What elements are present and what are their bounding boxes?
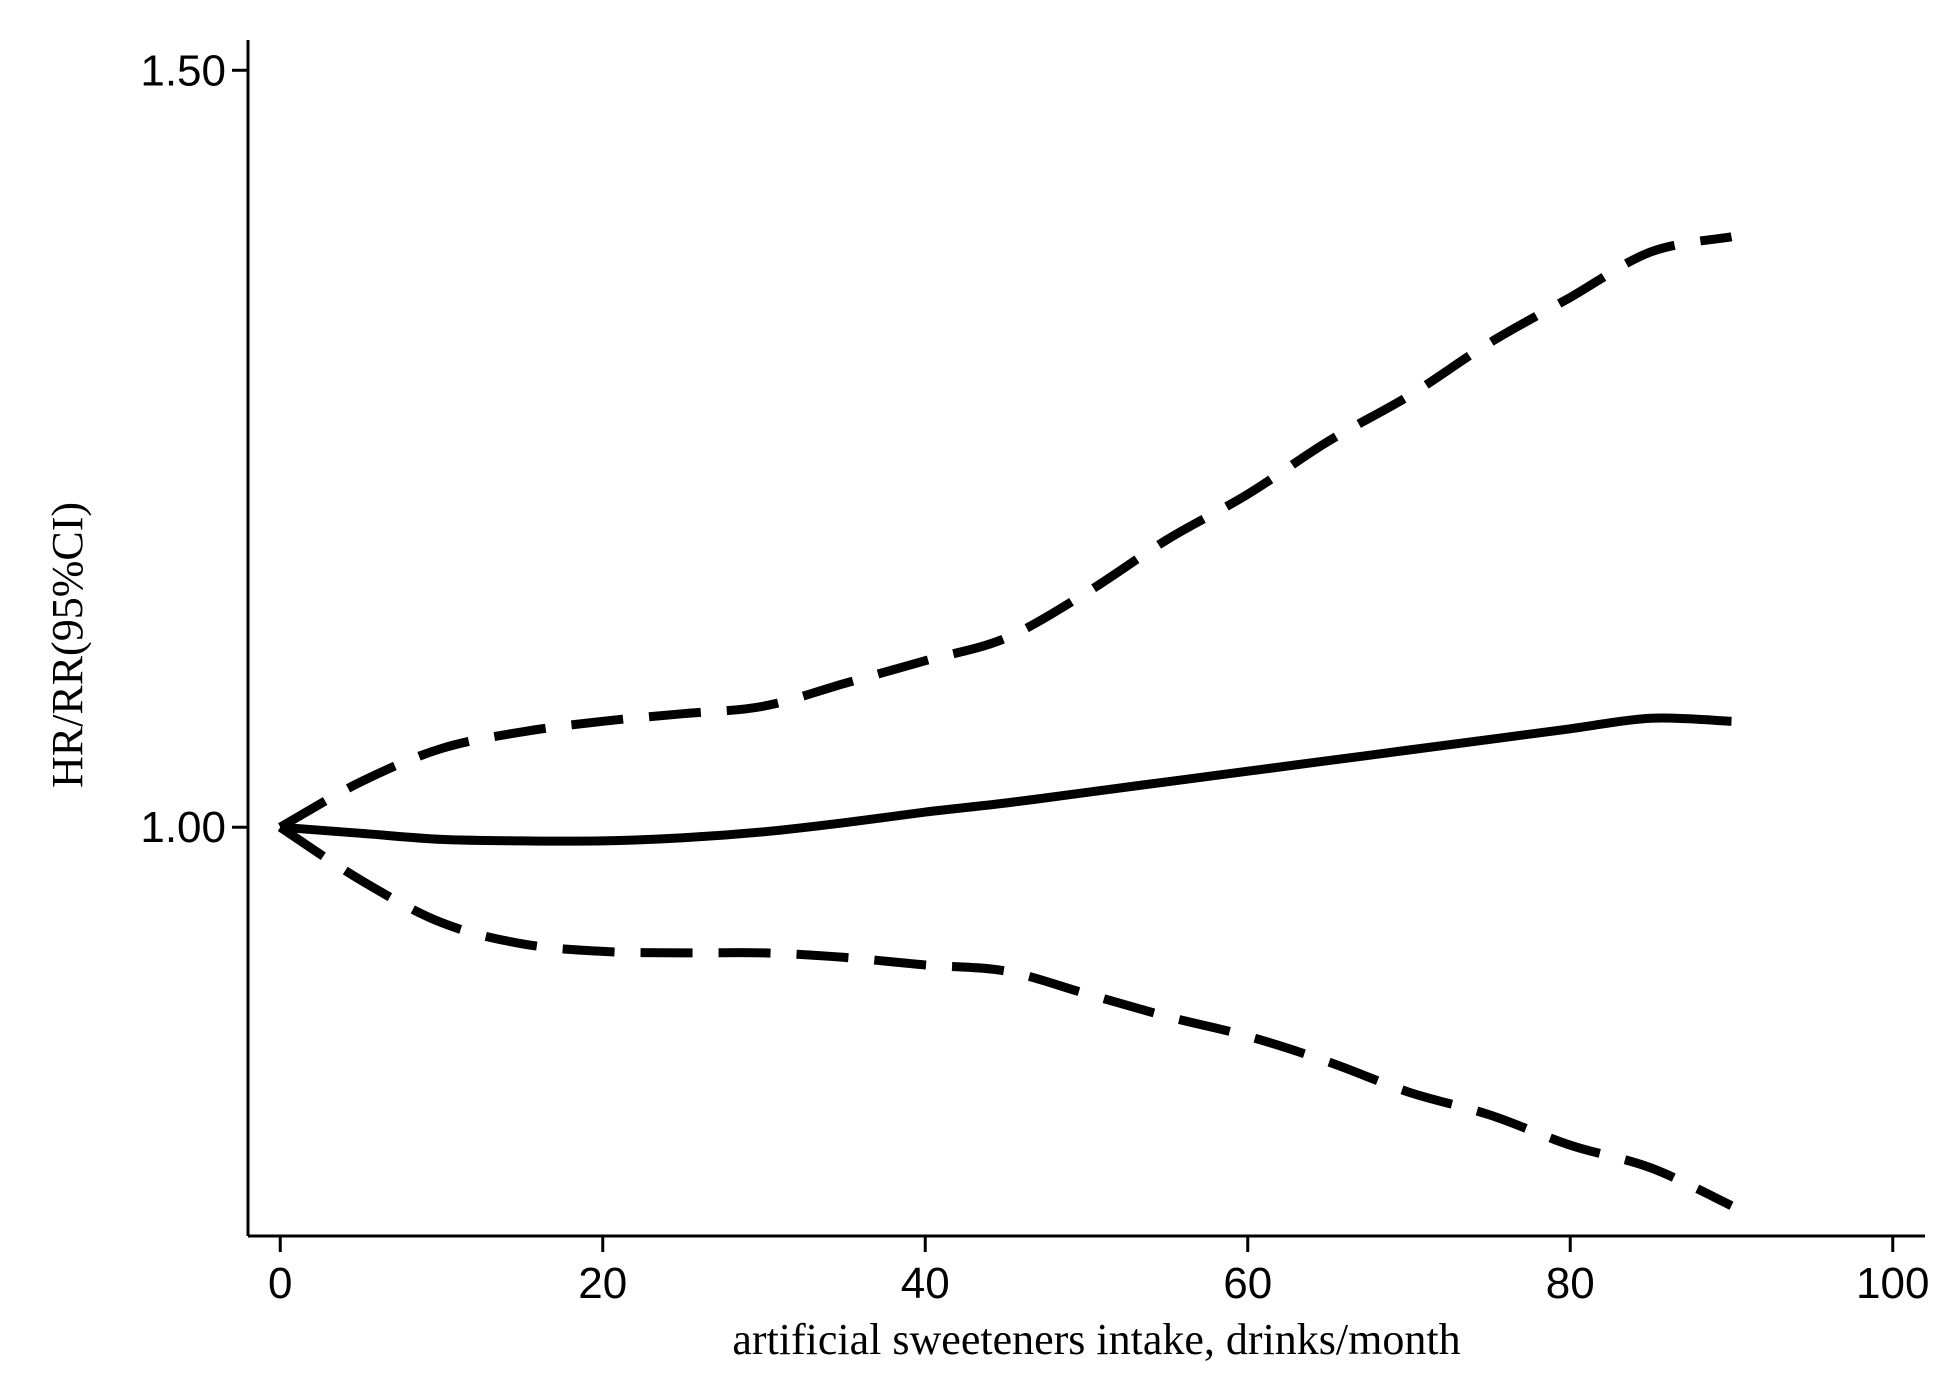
x-tick-label: 40 <box>901 1259 950 1308</box>
y-axis-title: HR/RR(95%CI) <box>43 502 92 788</box>
series-line-estimate <box>279 713 1732 846</box>
x-axis-title: artificial sweeteners intake, drinks/mon… <box>732 1315 1460 1364</box>
y-tick-label: 1.50 <box>140 46 226 95</box>
x-tick-label: 0 <box>268 1259 292 1308</box>
x-tick-label: 60 <box>1223 1259 1272 1308</box>
axes <box>246 40 1925 1238</box>
y-tick-label: 1.00 <box>140 803 226 852</box>
x-tick-label: 20 <box>578 1259 627 1308</box>
series-lines <box>277 232 1734 1210</box>
x-tick-label: 80 <box>1546 1259 1595 1308</box>
series-line-lower-ci <box>277 823 1734 1210</box>
ticks: 0 20 40 60 80 100 1.00 1.50 <box>140 46 1929 1308</box>
x-tick-label: 100 <box>1856 1259 1929 1308</box>
series-line-upper-ci <box>278 232 1733 832</box>
